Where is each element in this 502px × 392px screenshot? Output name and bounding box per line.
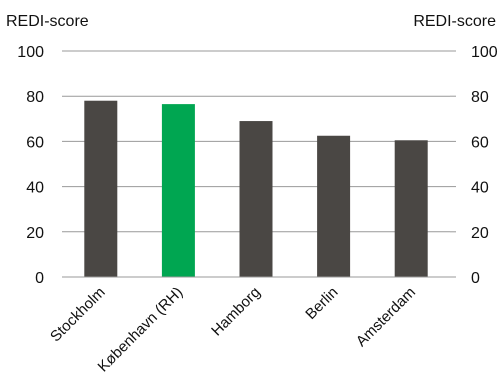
bar-stockholm xyxy=(84,100,118,277)
category-label: København (RH) xyxy=(95,284,187,376)
left-tick-label: 60 xyxy=(26,134,44,151)
left-tick-label: 0 xyxy=(35,270,44,287)
left-tick-label: 20 xyxy=(26,225,44,242)
bars xyxy=(84,100,428,277)
right-tick-label: 20 xyxy=(471,225,489,242)
right-axis-unit-label: REDI-score xyxy=(413,13,496,30)
left-tick-label: 80 xyxy=(26,89,44,106)
bar-k-benhavn-rh xyxy=(161,104,195,277)
left-axis-unit-label: REDI-score xyxy=(6,13,89,30)
category-label: Stockholm xyxy=(47,284,109,346)
category-label: Berlin xyxy=(302,284,341,323)
right-tick-label: 0 xyxy=(471,270,480,287)
category-label: Amsterdam xyxy=(353,284,419,350)
left-tick-label: 40 xyxy=(26,180,44,197)
bar-amsterdam xyxy=(394,140,428,277)
category-label: Hamborg xyxy=(208,284,264,340)
right-y-axis-ticks: 0 20 40 60 80 100 xyxy=(450,44,498,287)
left-tick-label: 100 xyxy=(17,44,44,61)
right-tick-label: 80 xyxy=(471,89,489,106)
left-y-axis-ticks: 0 20 40 60 80 100 xyxy=(17,44,44,287)
bar-berlin xyxy=(317,135,351,277)
right-tick-label: 40 xyxy=(471,180,489,197)
bar-hamborg xyxy=(239,121,273,277)
right-tick-label: 60 xyxy=(471,134,489,151)
right-tick-label: 100 xyxy=(471,44,498,61)
